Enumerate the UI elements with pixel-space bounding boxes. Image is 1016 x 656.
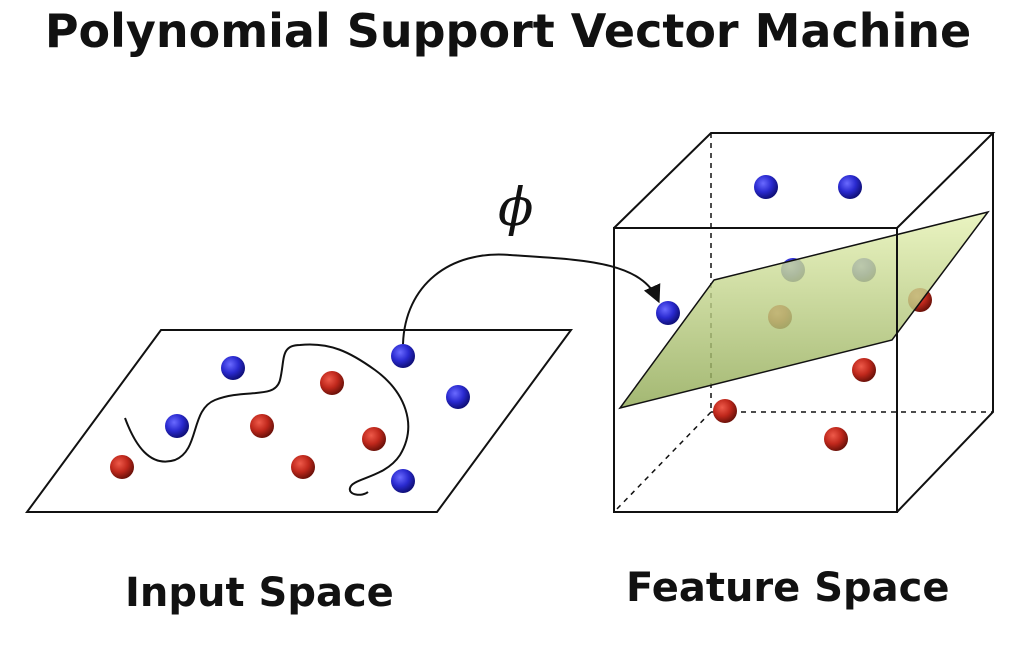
input-plane <box>27 330 571 512</box>
cube-top-edges <box>614 133 993 228</box>
feature-point-red <box>852 358 876 382</box>
phi-mapping-symbol: ϕ <box>498 178 533 238</box>
input-point-blue <box>391 344 415 368</box>
input-point-blue <box>165 414 189 438</box>
input-point-red <box>250 414 274 438</box>
feature-space-label: Feature Space <box>626 565 949 611</box>
input-point-red <box>291 455 315 479</box>
feature-point-red <box>713 399 737 423</box>
input-point-red <box>320 371 344 395</box>
input-point-blue <box>391 469 415 493</box>
cube-right-edges <box>897 133 993 512</box>
feature-point-blue <box>838 175 862 199</box>
feature-point-blue <box>754 175 778 199</box>
input-point-blue <box>446 385 470 409</box>
input-point-red <box>110 455 134 479</box>
input-point-blue <box>221 356 245 380</box>
cube-hidden-edge <box>614 412 711 512</box>
input-space-group <box>27 330 571 512</box>
feature-point-red <box>824 427 848 451</box>
input-point-red <box>362 427 386 451</box>
feature-point-blue <box>656 301 680 325</box>
input-space-label: Input Space <box>125 570 394 616</box>
feature-space-group <box>614 133 993 512</box>
